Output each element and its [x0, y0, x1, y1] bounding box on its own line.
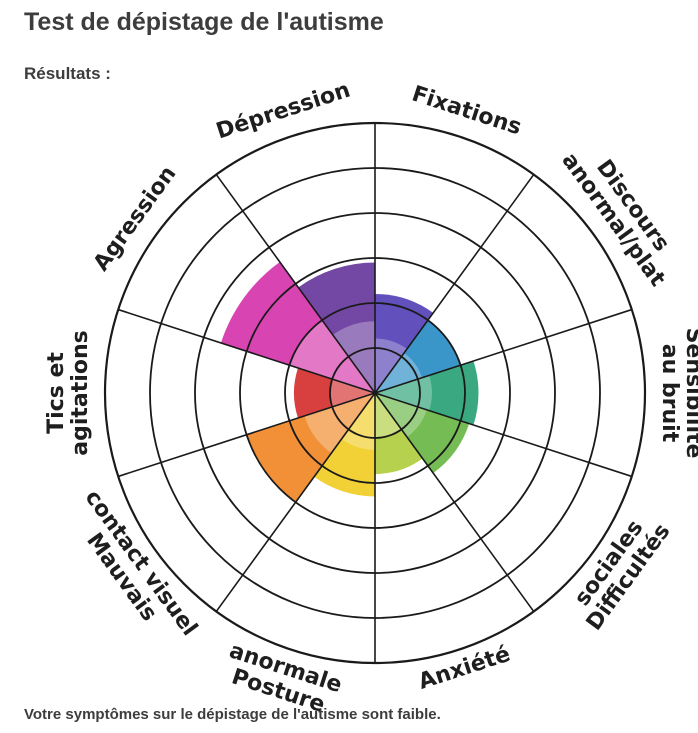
- wedge-highlight-mauvais-contact-visuel: [304, 393, 375, 454]
- wedge-highlight-anxiete: [375, 393, 402, 438]
- wedge-highlight-discours-anormal-plat: [375, 352, 423, 393]
- category-label: Fixations: [409, 82, 525, 141]
- category-label: Dépression: [213, 78, 353, 145]
- wedge-highlight-fixations: [375, 338, 407, 393]
- category-label: au bruit: [657, 344, 682, 443]
- wedge-depression: [298, 262, 375, 393]
- wedge-highlight-difficultes-sociales: [375, 393, 427, 438]
- results-label: Résultats :: [24, 64, 111, 83]
- grid-spoke-4: [374, 392, 633, 478]
- grid-spoke-5: [374, 392, 535, 612]
- wedge-difficultes-sociales: [375, 393, 470, 474]
- page-title: Test de dépistage de l'autisme: [24, 8, 384, 36]
- wedge-discours-anormal-plat: [375, 320, 461, 393]
- wedge-highlight-posture-anormale: [341, 393, 375, 450]
- grid-spoke-8: [117, 392, 376, 478]
- grid-spoke-9: [117, 308, 376, 394]
- wedge-highlight-agression: [290, 320, 375, 393]
- grid-spoke-2: [374, 174, 535, 394]
- chart-wedges: [220, 261, 479, 503]
- wedge-highlight-depression: [332, 321, 375, 393]
- wedge-tics-et-agitations: [293, 367, 375, 419]
- chart-grid: [103, 121, 647, 665]
- category-label: Tics et: [44, 352, 69, 434]
- grid-spoke-10: [215, 174, 376, 394]
- category-label: Anxiété: [416, 642, 514, 695]
- grid-spoke-7: [215, 392, 376, 612]
- wedge-agression: [220, 261, 375, 393]
- wedge-highlight-sensibilite-au-bruit: [375, 375, 432, 411]
- wedge-anxiete: [375, 393, 423, 474]
- wedge-mauvais-contact-visuel: [246, 393, 375, 503]
- result-summary: Votre symptômes sur le dépistage de l'au…: [24, 706, 441, 723]
- wedge-sensibilite-au-bruit: [375, 361, 479, 425]
- wedge-fixations: [375, 294, 434, 393]
- category-label: Sensibilité: [681, 328, 698, 459]
- wedge-highlight-tics-et-agitations: [330, 379, 375, 407]
- grid-spoke-3: [374, 308, 633, 394]
- category-label: agitations: [68, 330, 93, 455]
